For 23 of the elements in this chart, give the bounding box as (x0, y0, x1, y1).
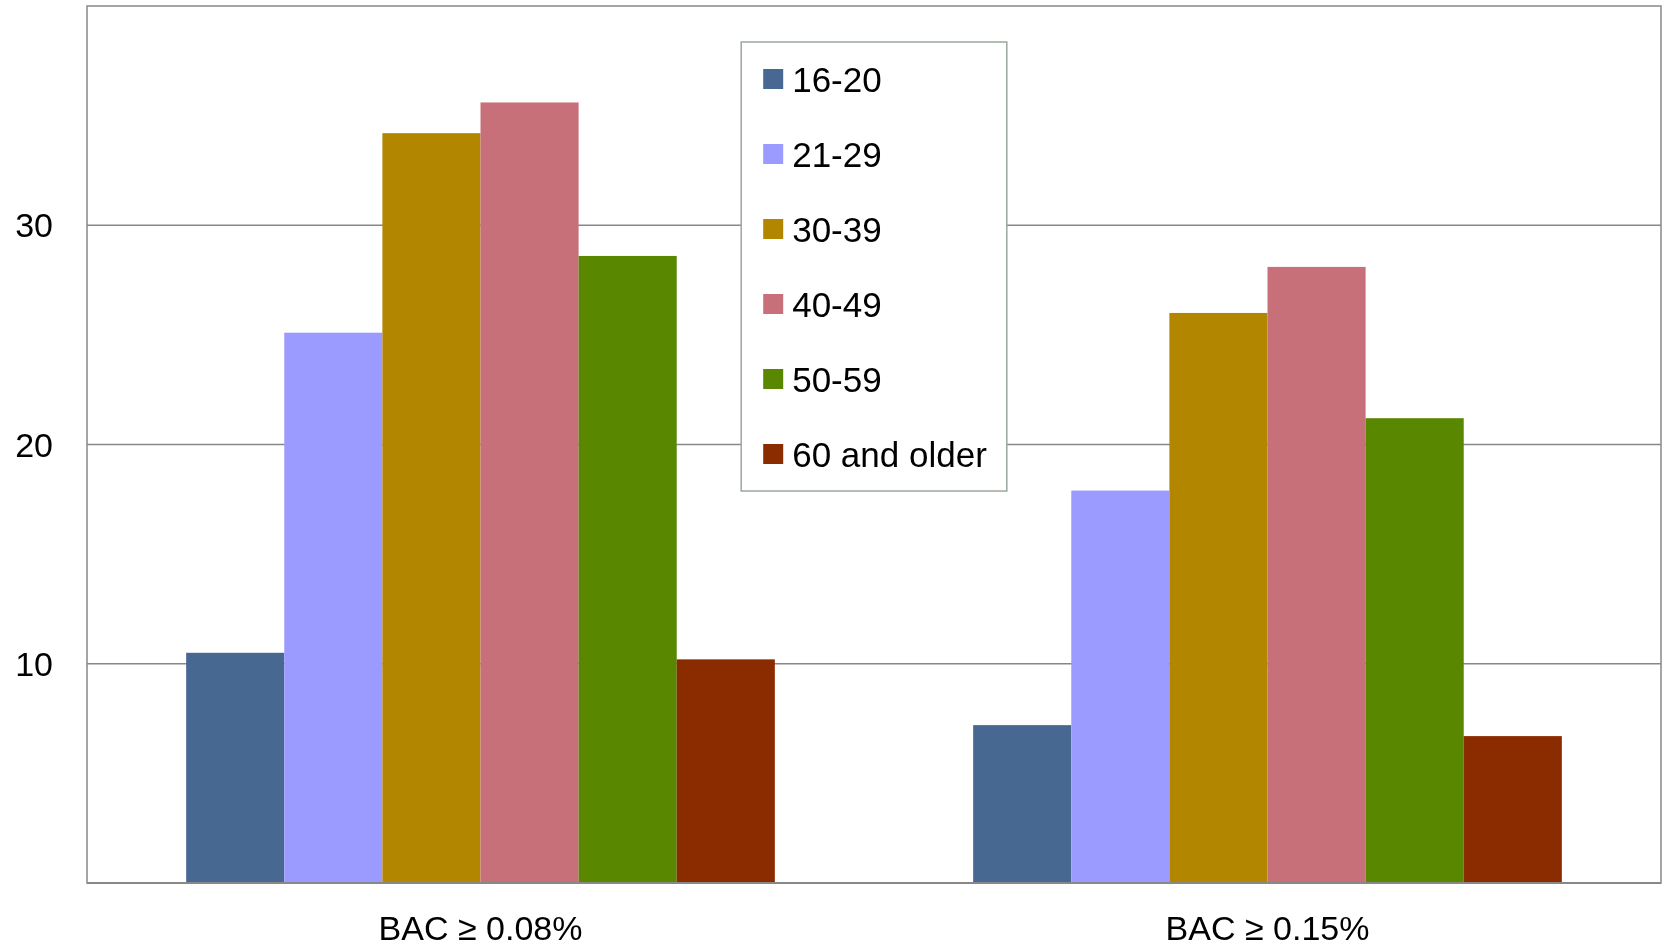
bar (480, 102, 579, 883)
y-tick-label: 10 (15, 644, 53, 683)
x-tick-label: BAC ≥ 0.08% (378, 909, 583, 946)
bar (186, 652, 285, 883)
legend-label: 40-49 (792, 284, 882, 324)
y-tick-label: 20 (15, 425, 53, 464)
bar (1071, 490, 1170, 883)
bar (1169, 312, 1268, 883)
legend-label: 21-29 (792, 134, 882, 174)
bar (578, 255, 677, 883)
bar (1365, 418, 1464, 883)
bar (1267, 266, 1366, 883)
legend-label: 16-20 (792, 59, 882, 99)
legend-label: 60 and older (792, 434, 988, 474)
bar (676, 659, 775, 883)
bar (284, 332, 383, 883)
y-tick-label: 30 (15, 206, 53, 245)
bar (1463, 736, 1562, 883)
bar (973, 725, 1072, 883)
bar (382, 133, 481, 883)
legend-label: 50-59 (792, 359, 882, 399)
x-tick-label: BAC ≥ 0.15% (1165, 909, 1370, 946)
legend-label: 30-39 (792, 209, 882, 249)
